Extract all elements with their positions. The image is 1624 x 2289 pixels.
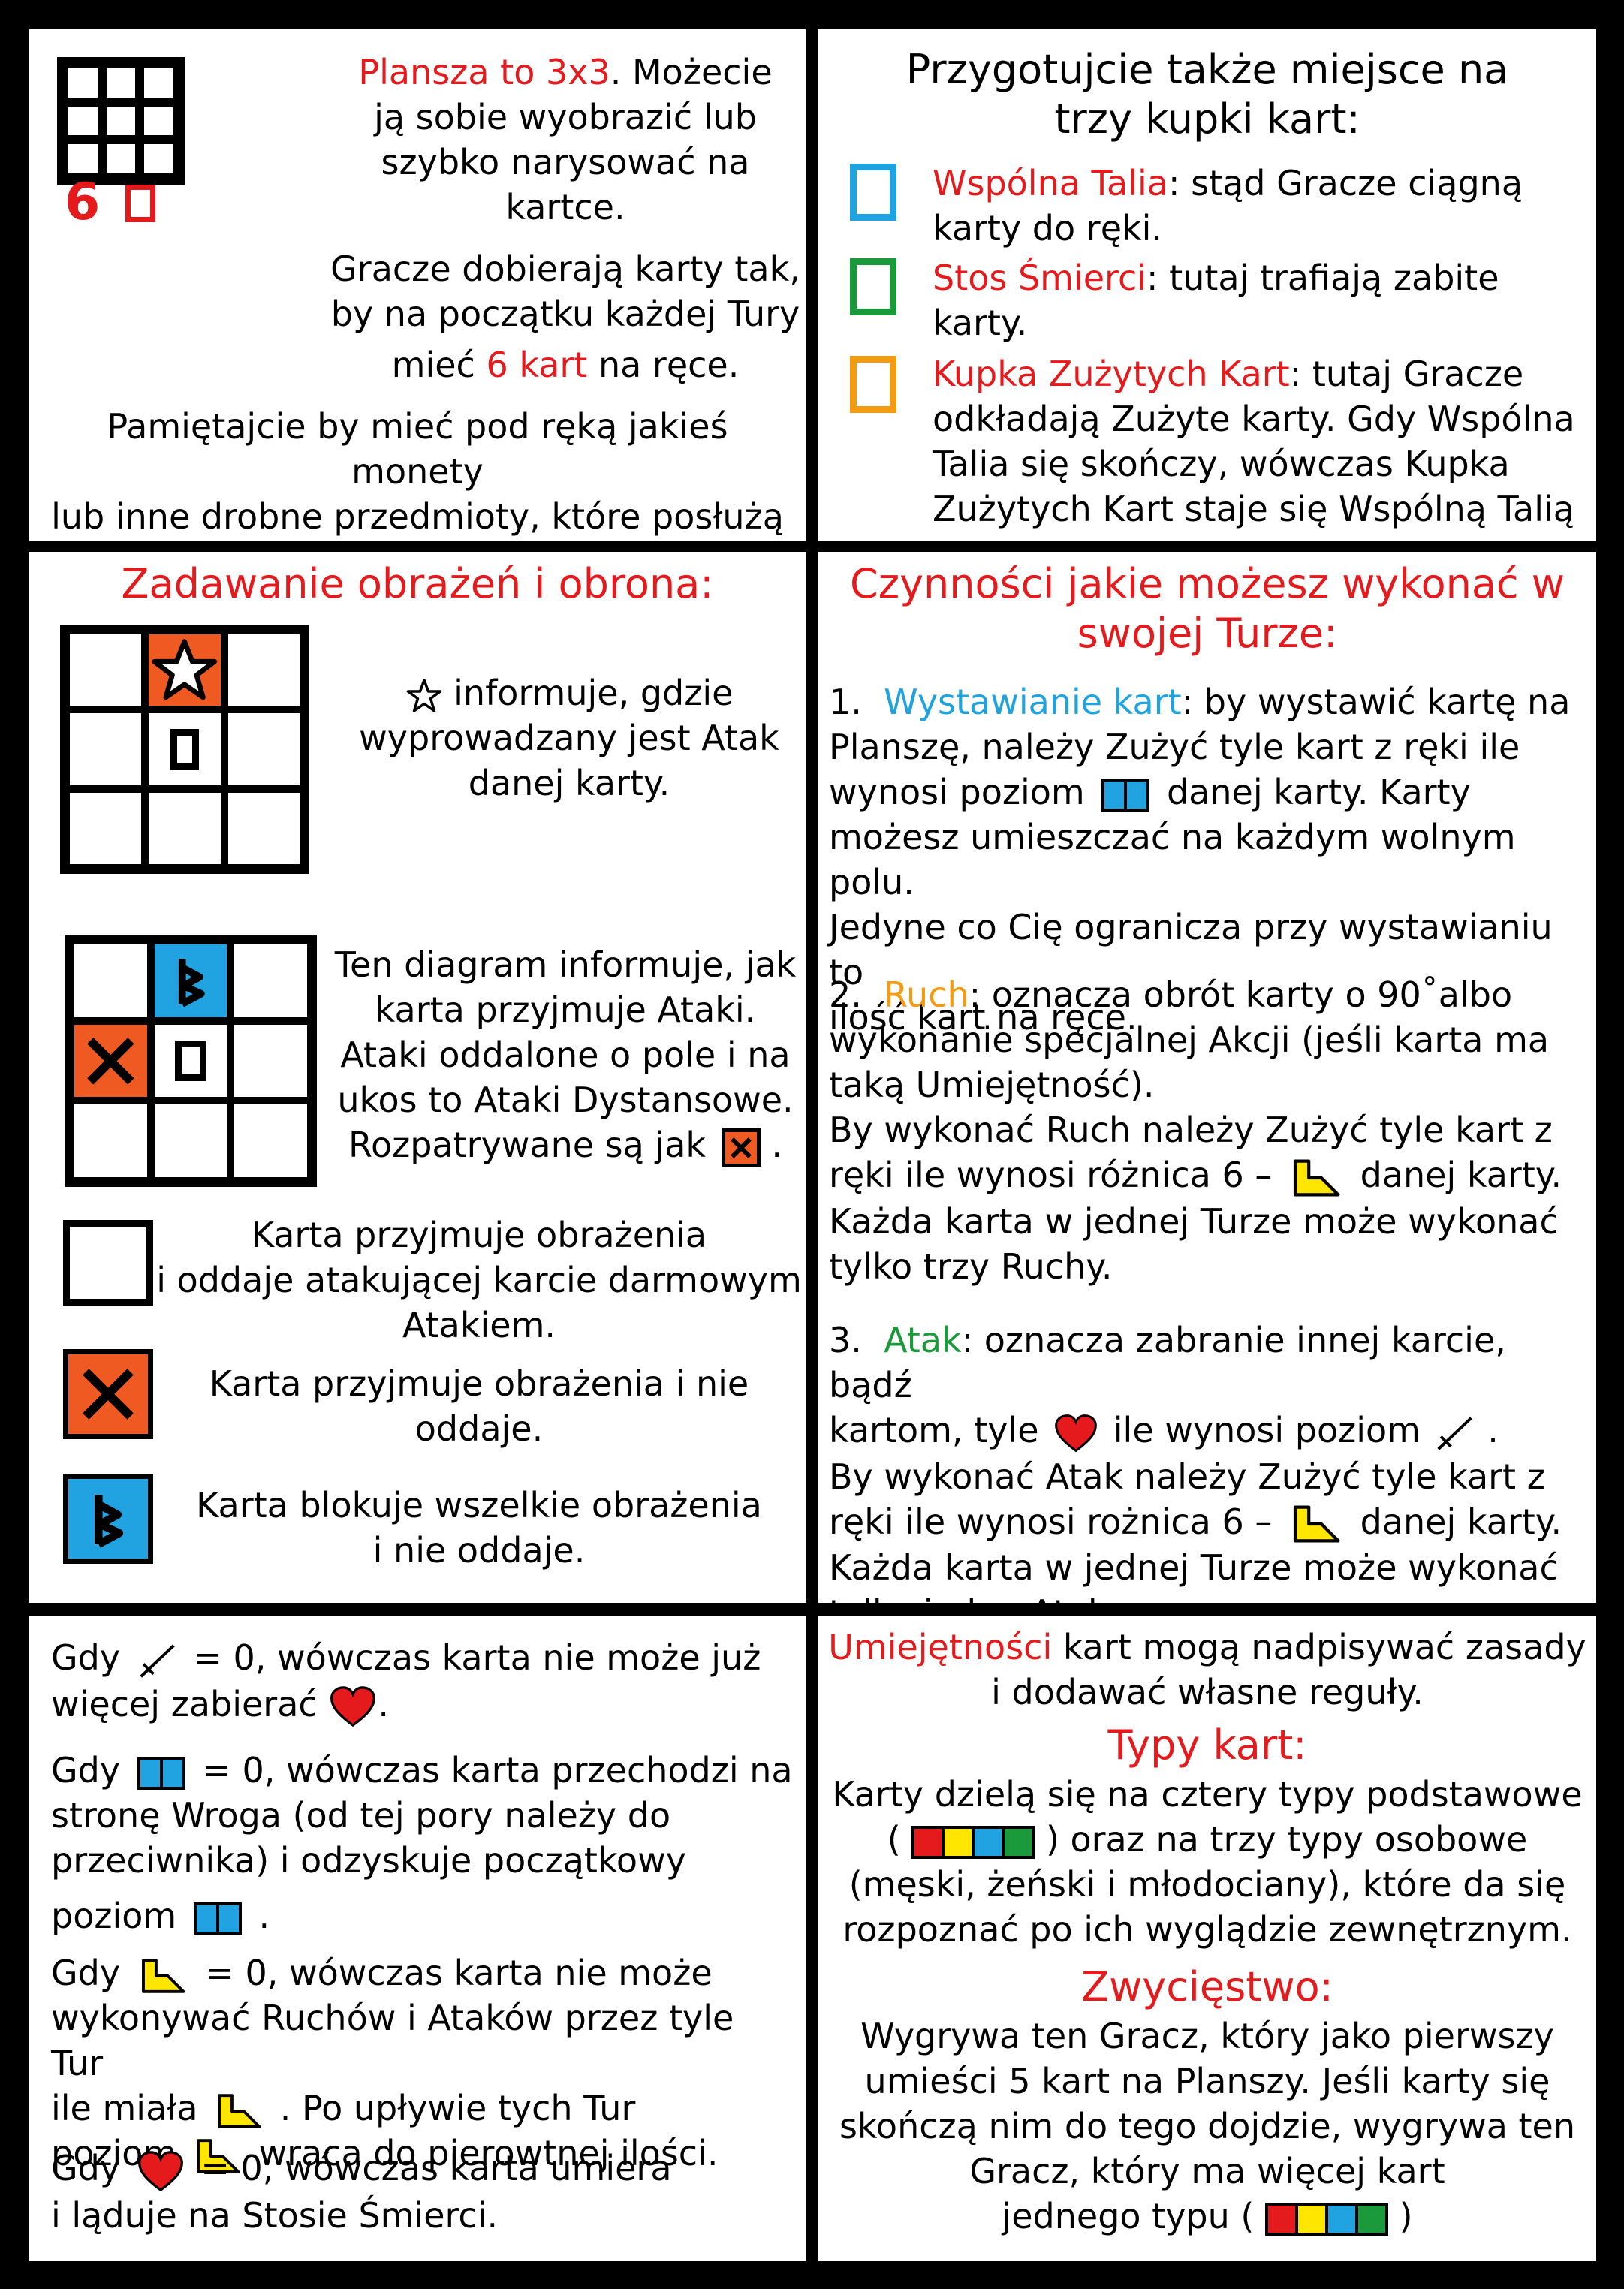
card-cell <box>150 1020 231 1101</box>
yellow-type-swatch <box>945 1828 975 1856</box>
common-deck-icon <box>850 164 896 221</box>
move-level-icon <box>1293 1505 1340 1543</box>
piles-heading: Przygotujcie także miejsce na trzy kupki… <box>905 46 1509 143</box>
move-level-icon <box>1293 1159 1340 1196</box>
used-pile-icon <box>850 356 896 413</box>
draw-rule-text: Gracze dobierają karty tak, by na począt… <box>330 248 800 385</box>
move-level-icon <box>196 2138 240 2173</box>
card-icon <box>125 185 156 222</box>
panel-types-victory: Umiejętności kart mogą nadpisywać zasady… <box>818 1616 1596 2261</box>
block-icon <box>178 959 205 1007</box>
counter-attack-text: Karta przyjmuje obrażenia i oddaje ataku… <box>156 1215 802 1345</box>
red-type-swatch <box>914 1828 945 1856</box>
rule-level-zero: Gdy = 0, wówczas karta przechodzi na str… <box>51 1750 793 1936</box>
heart-icon <box>137 2150 183 2191</box>
star-icon <box>406 678 441 712</box>
victory-heading: Zwycięstwo: <box>1081 1963 1333 2010</box>
block-icon <box>94 1495 124 1548</box>
card-level-icon <box>137 1756 185 1790</box>
sword-icon <box>140 1643 175 1678</box>
rule-attack-zero: Gdy = 0, wówczas karta nie może już więc… <box>51 1635 794 1728</box>
panel-card-piles: Przygotujcie także miejsce na trzy kupki… <box>818 29 1596 541</box>
panel-damage-defense: Zadawanie obrażeń i obrona: informuje, g… <box>29 552 806 1603</box>
attack-direction-grid <box>60 625 309 874</box>
blue-type-swatch <box>975 1828 1005 1856</box>
cross-tile-text: Karta przyjmuje obrażenia i nie oddaje. <box>209 1363 749 1449</box>
cross-icon <box>83 1369 134 1420</box>
card-types-text: Karty dzielą się na cztery typy podstawo… <box>832 1774 1583 1950</box>
rule-move-zero: Gdy = 0, wówczas karta nie może wykonywa… <box>51 1950 794 2176</box>
card-types-colors <box>1264 2202 1388 2236</box>
sword-icon <box>1436 1416 1472 1450</box>
hand-size-number: 6 <box>65 173 101 232</box>
rule-health-zero: Gdy = 0, wówczas karta umiera i ląduje n… <box>51 2148 672 2236</box>
common-deck-text: Wspólna Talia: stąd Gracze ciągną karty … <box>933 163 1523 248</box>
abilities-text: Umiejętności kart mogą nadpisywać zasady… <box>828 1627 1586 1712</box>
death-pile-icon <box>850 258 896 315</box>
card-level-icon <box>1101 778 1150 812</box>
panel-turn-actions: Czynności jakie możesz wykonać w swojej … <box>818 552 1596 1633</box>
action-deploy: 1. Wystawianie kart: by wystawić kartę n… <box>829 682 1571 1038</box>
board-size-text: Plansza to 3x3. Możecie ją sobie wyobraz… <box>358 52 773 227</box>
victory-text: Wygrywa ten Gracz, który jako pierwszy u… <box>839 2016 1576 2236</box>
board-grid-3x3 <box>57 57 185 185</box>
hand-size-label: 6 <box>65 173 156 233</box>
action-attack: 3. Atak: oznacza zabranie innej karcie, … <box>829 1320 1562 1633</box>
attack-cell <box>145 631 224 710</box>
block-tile-text: Karta blokuje wszelkie obrażenia i nie o… <box>196 1485 762 1571</box>
move-level-icon <box>141 1958 185 1993</box>
move-level-icon <box>218 2093 261 2128</box>
green-type-swatch <box>1005 1828 1032 1856</box>
star-icon <box>152 639 218 700</box>
cross-icon <box>721 1128 761 1167</box>
block-cell <box>150 941 231 1021</box>
card-types-heading: Typy kart: <box>1107 1721 1307 1769</box>
cross-cell <box>71 1020 151 1101</box>
counter-attack-tile <box>63 1220 153 1306</box>
actions-heading: Czynności jakie możesz wykonać w swojej … <box>850 560 1565 657</box>
card-level-icon <box>193 1902 242 1935</box>
damage-heading: Zadawanie obrażeń i obrona: <box>121 560 714 607</box>
heart-icon <box>1055 1414 1098 1452</box>
card-types-colors <box>911 1825 1035 1859</box>
used-pile-text: Kupka Zużytych Kart: tutaj Gracze odkład… <box>933 354 1575 529</box>
panel-board-setup: 6 Plansza to 3x3. Możecie ją sobie wyobr… <box>29 29 806 627</box>
panel-zero-rules: Gdy = 0, wówczas karta nie może już więc… <box>29 1616 806 2261</box>
star-explanation: informuje, gdzie wyprowadzany jest Atak … <box>359 673 779 803</box>
defense-diagram-grid <box>65 935 317 1187</box>
death-pile-text: Stos Śmierci: tutaj trafiają zabite kart… <box>933 258 1499 343</box>
card-cell <box>145 709 224 789</box>
heart-icon <box>330 1686 376 1727</box>
action-move: 2. Ruch: oznacza obrót karty o 90˚albo w… <box>829 974 1562 1287</box>
block-tile <box>63 1474 153 1564</box>
defense-explanation: Ten diagram informuje, jak karta przyjmu… <box>329 942 802 1167</box>
cross-icon <box>87 1037 134 1085</box>
cross-tile <box>63 1349 153 1439</box>
